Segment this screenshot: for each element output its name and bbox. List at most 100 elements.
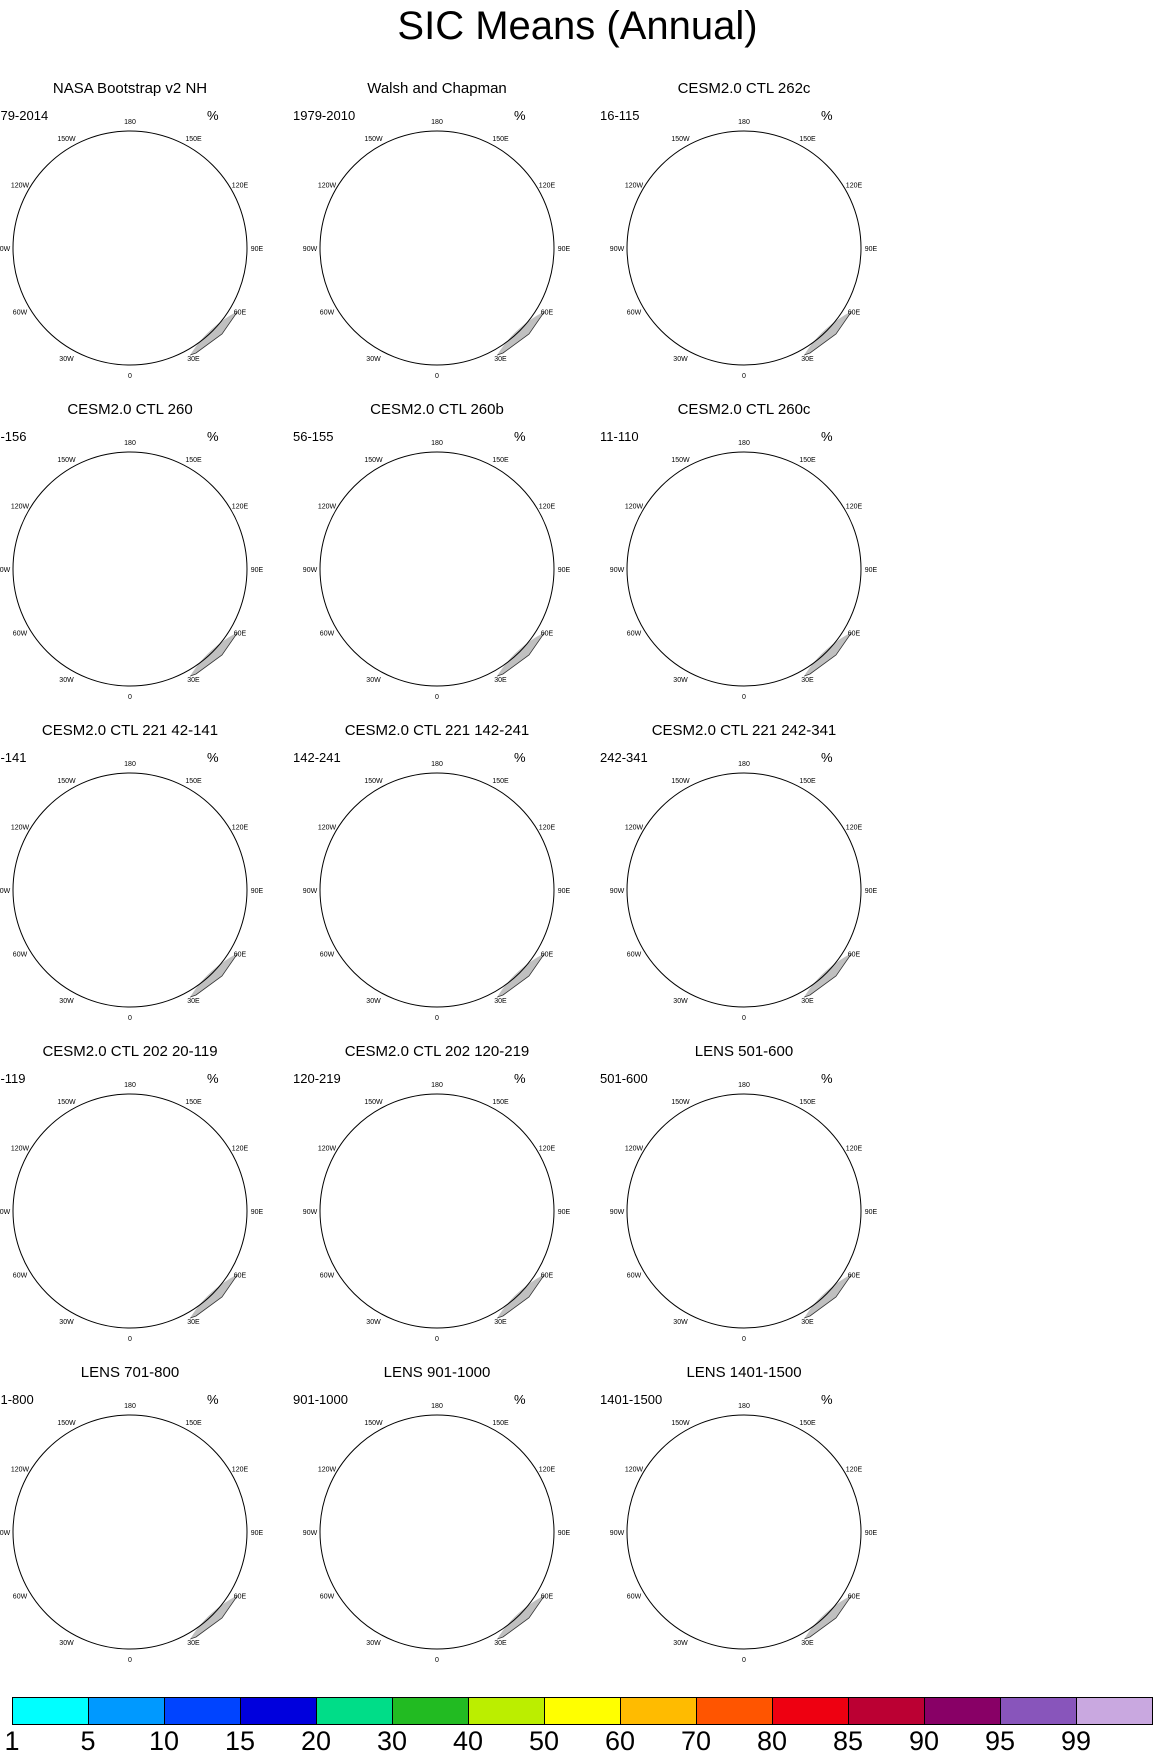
map-border — [12, 130, 248, 366]
longitude-label: 180 — [738, 440, 750, 447]
colorbar-box — [848, 1697, 925, 1725]
panel-period: 242-341 — [600, 750, 648, 765]
colorbar-label: 20 — [300, 1726, 332, 1756]
panel-period: 120-219 — [293, 1071, 341, 1086]
panel-period: 1979-2010 — [293, 108, 356, 123]
colorbar-label: 1 — [4, 1726, 20, 1756]
longitude-label: 180 — [124, 119, 136, 126]
panel-units: % — [514, 1071, 526, 1086]
longitude-label: 60W — [320, 1273, 335, 1280]
panel-title: CESM2.0 CTL 221 242-341 — [651, 722, 837, 739]
ocean — [320, 773, 554, 1007]
longitude-label: 30W — [366, 1640, 381, 1647]
longitude-label: 0 — [128, 1336, 132, 1343]
longitude-label: 150W — [671, 1099, 690, 1106]
longitude-label: 60E — [848, 952, 861, 959]
longitude-label: 90E — [865, 567, 878, 574]
longitude-label: 150E — [492, 457, 509, 464]
longitude-label: 120E — [846, 1467, 863, 1474]
map-panel: CESM2.0 CTL 202 120-219 120-219% 180 150E 12… — [277, 1043, 597, 1343]
longitude-label: 60E — [848, 1273, 861, 1280]
longitude-label: 120E — [539, 1467, 556, 1474]
panel-units: % — [821, 108, 833, 123]
polar-map: 180 150E 120E 90E 60E 30E 0 30W 60W 90W 120W 150W — [610, 440, 878, 701]
longitude-label: 180 — [738, 1082, 750, 1089]
longitude-label: 120E — [232, 825, 249, 832]
longitude-label: 90W — [0, 888, 11, 895]
longitude-label: 120E — [232, 504, 249, 511]
longitude-label: 60E — [234, 310, 247, 317]
colorbar-label: 50 — [528, 1726, 560, 1756]
longitude-label: 30E — [187, 356, 200, 363]
longitude-label: 30E — [494, 356, 507, 363]
panel-units: % — [514, 429, 526, 444]
longitude-label: 90W — [610, 567, 625, 574]
longitude-label: 120W — [318, 1467, 337, 1474]
map-panel: CESM2.0 CTL 221 142-241 142-241% 180 150E 12… — [277, 722, 597, 1022]
colorbar-label: 85 — [832, 1726, 864, 1756]
longitude-label: 60E — [541, 952, 554, 959]
longitude-label: 90E — [558, 1209, 571, 1216]
longitude-label: 120W — [11, 504, 30, 511]
panel-units: % — [821, 1071, 833, 1086]
longitude-label: 0 — [128, 1015, 132, 1022]
colorbar-box — [468, 1697, 545, 1725]
longitude-label: 120W — [625, 1146, 644, 1153]
longitude-label: 30E — [801, 677, 814, 684]
longitude-label: 60E — [541, 1594, 554, 1601]
ocean — [320, 1094, 554, 1328]
colorbar-label: 60 — [604, 1726, 636, 1756]
longitude-label: 90W — [610, 246, 625, 253]
panel-title: CESM2.0 CTL 221 42-141 — [41, 722, 219, 739]
ocean — [13, 452, 247, 686]
longitude-label: 90E — [251, 1530, 264, 1537]
ocean — [13, 1415, 247, 1649]
polar-map: 180 150E 120E 90E 60E 30E 0 30W 60W 90W 120W 150W — [0, 119, 264, 380]
longitude-label: 30W — [673, 1319, 688, 1326]
colorbar-label: 5 — [80, 1726, 96, 1756]
colorbar-box — [164, 1697, 241, 1725]
longitude-label: 0 — [128, 373, 132, 380]
map-border — [319, 772, 555, 1008]
colorbar-box — [392, 1697, 469, 1725]
colorbar-box — [772, 1697, 849, 1725]
map-border — [12, 451, 248, 687]
longitude-label: 30W — [366, 356, 381, 363]
longitude-label: 150E — [185, 778, 202, 785]
longitude-label: 120W — [318, 1146, 337, 1153]
longitude-label: 180 — [124, 1082, 136, 1089]
map-panel: CESM2.0 CTL 260c 11-110% 180 150E 120E 90E 60E… — [584, 401, 904, 701]
ocean — [627, 131, 861, 365]
longitude-label: 30E — [494, 677, 507, 684]
longitude-label: 0 — [742, 1336, 746, 1343]
longitude-label: 90E — [558, 246, 571, 253]
longitude-label: 60E — [848, 1594, 861, 1601]
longitude-label: 90W — [303, 567, 318, 574]
longitude-label: 90E — [865, 888, 878, 895]
longitude-label: 180 — [738, 761, 750, 768]
longitude-label: 180 — [431, 119, 443, 126]
longitude-label: 0 — [128, 1657, 132, 1664]
panel-units: % — [514, 108, 526, 123]
colorbar-box — [12, 1697, 89, 1725]
colorbar-box — [240, 1697, 317, 1725]
longitude-label: 120E — [232, 1467, 249, 1474]
longitude-label: 180 — [124, 761, 136, 768]
polar-map: 180 150E 120E 90E 60E 30E 0 30W 60W 90W 120W 150W — [0, 440, 264, 701]
longitude-label: 60W — [627, 952, 642, 959]
longitude-label: 60W — [320, 1594, 335, 1601]
longitude-label: 90W — [610, 1530, 625, 1537]
longitude-label: 30E — [187, 1319, 200, 1326]
longitude-label: 60W — [627, 631, 642, 638]
longitude-label: 60W — [13, 1273, 28, 1280]
longitude-label: 30E — [494, 1319, 507, 1326]
panel-period: 11-110 — [600, 429, 639, 444]
longitude-label: 150W — [364, 1420, 383, 1427]
longitude-label: 150W — [57, 136, 76, 143]
colorbar-label: 70 — [680, 1726, 712, 1756]
colorbar-box — [316, 1697, 393, 1725]
longitude-label: 120W — [318, 825, 337, 832]
panel-units: % — [207, 1392, 219, 1407]
polar-map: 180 150E 120E 90E 60E 30E 0 30W 60W 90W 120W 150W — [0, 1082, 264, 1343]
map-panel: CESM2.0 CTL 260 57-156% 180 150E 120E 90E 60E 3… — [0, 401, 290, 701]
